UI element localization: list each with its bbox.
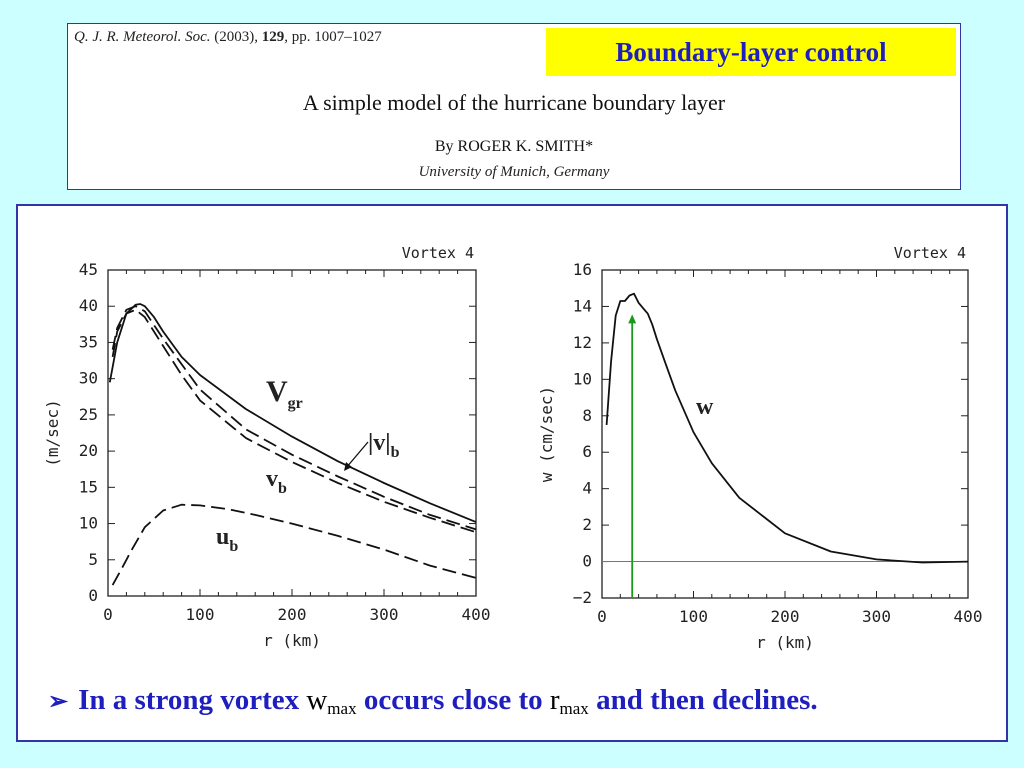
y-axis-label: (m/sec): [43, 399, 62, 466]
annotation-v-b: vb: [266, 466, 287, 497]
citation: Q. J. R. Meteorol. Soc. (2003), 129, pp.…: [74, 29, 382, 46]
slide-title-badge: Boundary-layer control: [546, 28, 956, 76]
plot-frame: [107, 269, 477, 597]
annotation-main: w: [696, 394, 714, 420]
vb-pointer-line: [345, 441, 369, 469]
chart-title: Vortex 4: [402, 244, 474, 262]
x-tick-label: 100: [679, 607, 708, 626]
chart-1: 0 100 200 300 400 0 5 10 15 20 25 30 35 40 45 Vortex 4 r…: [43, 244, 490, 650]
y-tick-label: 25: [79, 405, 98, 424]
y-tick-label: 35: [79, 332, 98, 351]
x-tick-label: 0: [597, 607, 607, 626]
y-tick-label: 10: [79, 514, 98, 533]
x-tick-label: 400: [462, 605, 491, 624]
x-axis-label: r (km): [263, 631, 321, 650]
annotation-u-b: ub: [216, 524, 238, 555]
x-tick-label: 200: [278, 605, 307, 624]
annotation-main: |v|: [368, 430, 391, 456]
annotation-sub: gr: [288, 395, 303, 412]
annotation-sub: b: [278, 480, 287, 497]
annotation-main: v: [266, 466, 278, 492]
annotation-v-b: |v|b: [368, 430, 400, 461]
y-tick-label: 20: [79, 441, 98, 460]
bullet-text: ➢ In a strong vortex wmax occurs close to…: [48, 684, 818, 719]
y-tick-label: 5: [88, 550, 98, 569]
bullet-text-2: occurs close to: [356, 684, 550, 716]
annotation-w: w: [696, 394, 714, 420]
y-tick-label: 6: [582, 442, 592, 461]
x-tick-label: 0: [103, 605, 113, 624]
plot-frame: [601, 269, 969, 599]
bullet-w-sub: max: [327, 699, 357, 718]
y-tick-label: 14: [573, 296, 592, 315]
x-tick-label: 100: [186, 605, 215, 624]
citation-journal: Q. J. R. Meteorol. Soc.: [74, 29, 211, 45]
y-tick-label: 40: [79, 296, 98, 315]
bullet-w: w: [306, 684, 328, 716]
y-tick-label: 8: [582, 406, 592, 425]
paper-author: By ROGER K. SMITH*: [434, 138, 594, 155]
citation-pages: , pp. 1007–1027: [284, 29, 382, 45]
annotation-main: V: [266, 375, 288, 408]
bullet-r: r: [549, 684, 560, 716]
y-tick-label: 15: [79, 477, 98, 496]
y-tick-label: 0: [582, 552, 592, 571]
y-tick-label: 4: [582, 479, 592, 498]
y-axis-label: w (cm/sec): [537, 386, 556, 482]
annotation-main: u: [216, 524, 229, 550]
annotation-sub: b: [391, 444, 400, 461]
series-vgr-line: [108, 303, 477, 523]
series-w-line: [605, 292, 969, 564]
y-tick-label: −2: [573, 588, 592, 607]
x-axis-label: r (km): [756, 633, 814, 652]
series-ub-line: [111, 503, 477, 586]
x-tick-label: 400: [954, 607, 983, 626]
paper-affiliation: University of Munich, Germany: [418, 164, 610, 180]
annotation-sub: b: [229, 538, 238, 555]
paper-header-panel: Q. J. R. Meteorol. Soc. (2003), 129, pp.…: [67, 23, 961, 190]
x-tick-label: 300: [862, 607, 891, 626]
paper-title: A simple model of the hurricane boundary…: [302, 90, 726, 115]
bullet-arrow-icon: ➢: [48, 689, 69, 715]
vb-pointer-head: [344, 462, 352, 471]
y-tick-label: 2: [582, 515, 592, 534]
bullet-text-1: In a strong vortex: [78, 684, 307, 716]
annotation-V-gr: Vgr: [266, 375, 303, 412]
y-tick-label: 12: [573, 333, 592, 352]
bullet-r-sub: max: [559, 699, 589, 718]
bullet-text-3: and then declines.: [588, 684, 818, 716]
x-tick-label: 200: [771, 607, 800, 626]
series-vb-line: [111, 308, 477, 534]
citation-year: (2003),: [214, 29, 258, 45]
y-tick-label: 16: [573, 260, 592, 279]
citation-volume: 129: [261, 29, 285, 45]
y-tick-label: 10: [573, 369, 592, 388]
r-max-arrow-head: [628, 314, 637, 324]
x-tick-label: 300: [370, 605, 399, 624]
y-tick-label: 0: [88, 586, 98, 605]
series-vv-line: [111, 305, 477, 531]
chart-title: Vortex 4: [894, 244, 966, 262]
chart-2: 0 100 200 300 400 −2 0 2 4 6 8 10 12 14 16 Vortex 4 r (k…: [537, 244, 982, 652]
y-tick-label: 30: [79, 369, 98, 388]
y-tick-label: 45: [79, 260, 98, 279]
